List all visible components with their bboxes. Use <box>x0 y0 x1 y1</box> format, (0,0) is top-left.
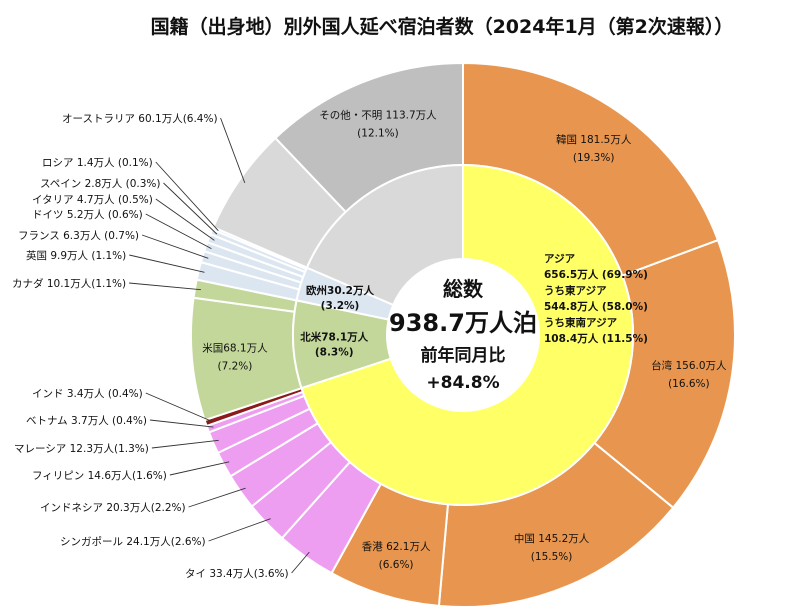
leader-line-e38389e382a4e38384 <box>145 213 212 250</box>
leader-line-e38395e382a3e383aae38394e383b3 <box>169 461 230 476</box>
leader-line-e3839ee383ace383bce382b7e382a2 <box>151 439 219 449</box>
outer-label-e382a4e383b3e38389: インド 3.4万人 (0.4%) <box>32 388 143 400</box>
leader-line-e382a4e383b3e38389e3838de382b7e382a2 <box>188 487 246 508</box>
outer-label-e382abe3838ae38380: カナダ 10.1万人(1.1%) <box>12 277 126 290</box>
outer-label-e99f93e59bbd: 韓国 181.5万人(19.3%) <box>556 134 632 164</box>
outer-label-e382aae383bce382b9e38388e383a9e383aae382a2: オーストラリア 60.1万人(6.4%) <box>62 113 218 125</box>
leader-line-e382b7e383b3e382ace3839de383bce383ab <box>208 518 271 542</box>
center-change-label: 前年同月比 <box>421 345 506 366</box>
outer-label-e88bb1e59bbd: 英国 9.9万人 (1.1%) <box>26 249 126 262</box>
outer-label-e382b7e383b3e382ace3839de383bce383ab: シンガポール 24.1万人(2.6%) <box>60 536 206 548</box>
outer-label-e382a4e383b3e38389e3838de382b7e382a2: インドネシア 20.3万人(2.2%) <box>40 502 186 514</box>
outer-label-e4b8ade59bbd: 中国 145.2万人(15.5%) <box>514 532 590 563</box>
outer-label-e38399e38388e3838ae383a0: ベトナム 3.7万人 (0.4%) <box>26 415 147 427</box>
slice-labels: アジア 656.5万人 (69.9%)うち東アジア 544.8万人 (58.0%)う… <box>12 108 727 580</box>
leader-line-e382bfe382a4 <box>291 551 310 574</box>
leader-line-e382b9e3839ae382a4e383b3 <box>163 182 218 235</box>
inner-label-1: 北米78.1万人(8.3%) <box>300 330 368 358</box>
outer-label-e38395e383a9e383b3e382b9: フランス 6.3万人 (0.7%) <box>18 230 139 242</box>
center-change-value: +84.8% <box>426 373 499 393</box>
leader-line-e382a4e382bfe383aae382a2 <box>155 198 215 241</box>
outer-label-e3819de381aee4bb96e383bbe4b88de6988e: その他・不明 113.7万人(12.1%) <box>319 108 437 139</box>
leader-line-e382aae383bce382b9e38388e383a9e383aae382a2 <box>220 117 246 184</box>
outer-label-e9a699e6b8af: 香港 62.1万人(6.6%) <box>362 541 431 571</box>
outer-label-e3839ee383ace383bce382b7e382a2: マレーシア 12.3万人(1.3%) <box>14 443 149 455</box>
leader-line-e38395e383a9e383b3e382b9 <box>141 234 209 259</box>
chart-title: 国籍（出身地）別外国人延べ宿泊者数（2024年1月（第2次速報）） <box>151 15 734 38</box>
outer-label-e382bfe382a4: タイ 33.4万人(3.6%) <box>185 568 289 580</box>
outer-label-e38395e382a3e383aae38394e383b3: フィリピン 14.6万人(1.6%) <box>32 470 167 482</box>
outer-label-e382a4e382bfe383aae382a2: イタリア 4.7万人 (0.5%) <box>32 194 153 206</box>
leader-line-e38399e38388e3838ae383a0 <box>149 419 214 428</box>
leader-line-e382abe3838ae38380 <box>129 282 201 291</box>
outer-label-e382b9e3839ae382a4e383b3: スペイン 2.8万人 (0.3%) <box>40 178 161 190</box>
leader-line-e88bb1e59bbd <box>129 254 205 273</box>
outer-label-e38389e382a4e38384: ドイツ 5.2万人 (0.6%) <box>32 209 143 221</box>
outer-label-e383ade382b7e382a2: ロシア 1.4万人 (0.1%) <box>42 157 153 169</box>
inner-label-asia: アジア 656.5万人 (69.9%)うち東アジア 544.8万人 (58.0%)う… <box>544 253 648 345</box>
center-total: 938.7万人泊 <box>389 309 537 337</box>
center-hole <box>387 259 539 411</box>
outer-label-e58fb0e6b9be: 台湾 156.0万人(16.6%) <box>651 359 727 390</box>
center-label: 総数 <box>443 277 484 301</box>
inner-ring <box>292 163 634 506</box>
leader-line-e382a4e383b3e38389 <box>145 392 212 422</box>
outer-label-e7b1b3e59bbd: 米国68.1万人(7.2%) <box>202 342 268 373</box>
leader-line-e383ade382b7e382a2 <box>155 161 219 231</box>
inner-label-2: 欧州30.2万人(3.2%) <box>306 284 374 312</box>
